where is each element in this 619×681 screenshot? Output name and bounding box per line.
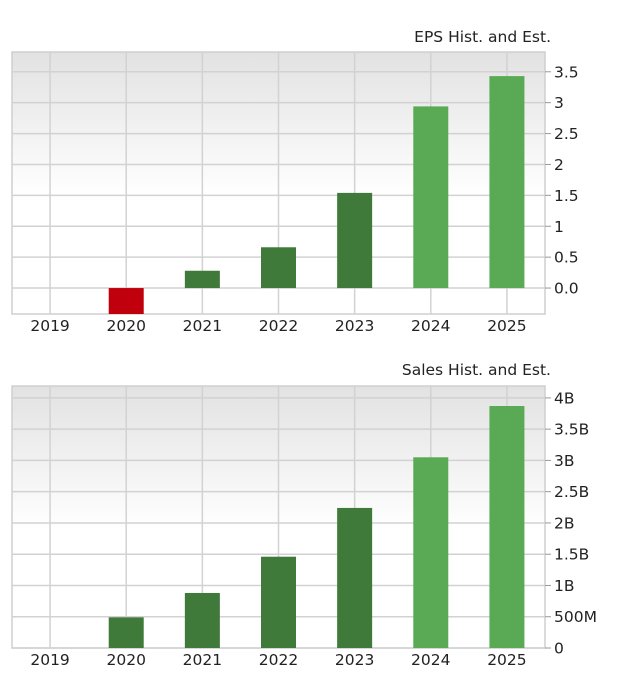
bar-2022 — [261, 247, 296, 289]
y-tick-label: 1.5 — [554, 187, 579, 205]
bar-2024 — [413, 457, 449, 648]
y-tick-label: 3 — [554, 94, 564, 112]
chart-eps: EPS Hist. and Est. 0.0 0.5 1 1.5 2 2.5 3 3.5 2019… — [11, 28, 579, 335]
y-tick-label: 1 — [554, 218, 564, 236]
bar-2024 — [413, 106, 449, 289]
y-tick-label: 4B — [554, 389, 575, 407]
x-tick-label: 2024 — [411, 317, 450, 335]
x-tick-label: 2019 — [30, 317, 69, 335]
y-tick-label: 0.5 — [554, 249, 579, 267]
bar-2023 — [337, 192, 373, 289]
y-tick-label: 3.5 — [554, 63, 579, 81]
x-tick-label: 2023 — [335, 651, 374, 669]
y-tick-label: 500M — [554, 608, 597, 626]
chart-sales: Sales Hist. and Est. 0 500M 1B 1.5B 2B 2.5B 3B 3… — [11, 361, 597, 669]
bar-2021 — [184, 270, 220, 289]
bar-2022 — [261, 556, 296, 648]
bar-2025 — [489, 406, 525, 648]
x-tick-label: 2021 — [183, 317, 222, 335]
y-tick-label: 2B — [554, 514, 575, 532]
bar-2020 — [108, 617, 144, 648]
y-tick-label: 0.0 — [554, 280, 579, 298]
x-tick-label: 2025 — [487, 651, 526, 669]
x-tick-label: 2019 — [30, 651, 69, 669]
y-tick-label: 3.5B — [554, 421, 589, 439]
x-tick-label: 2022 — [259, 317, 298, 335]
x-tick-label: 2025 — [487, 317, 526, 335]
x-tick-label: 2020 — [106, 317, 145, 335]
chart-title: EPS Hist. and Est. — [414, 28, 551, 46]
bar-2021 — [184, 592, 220, 648]
y-tick-label: 2.5 — [554, 125, 579, 143]
y-tick-label: 3B — [554, 452, 575, 470]
x-tick-label: 2023 — [335, 317, 374, 335]
y-tick-label: 1.5B — [554, 546, 589, 564]
y-tick-label: 2.5B — [554, 483, 589, 501]
bar-2025 — [489, 76, 525, 289]
y-tick-label: 1B — [554, 577, 575, 595]
x-tick-label: 2020 — [106, 651, 145, 669]
x-tick-label: 2024 — [411, 651, 450, 669]
y-tick-label: 2 — [554, 156, 564, 174]
y-tick-label: 0 — [554, 640, 564, 658]
chart-title: Sales Hist. and Est. — [402, 361, 551, 379]
x-tick-label: 2022 — [259, 651, 298, 669]
bar-2020 — [108, 288, 144, 314]
bar-2023 — [337, 507, 373, 648]
x-tick-label: 2021 — [183, 651, 222, 669]
